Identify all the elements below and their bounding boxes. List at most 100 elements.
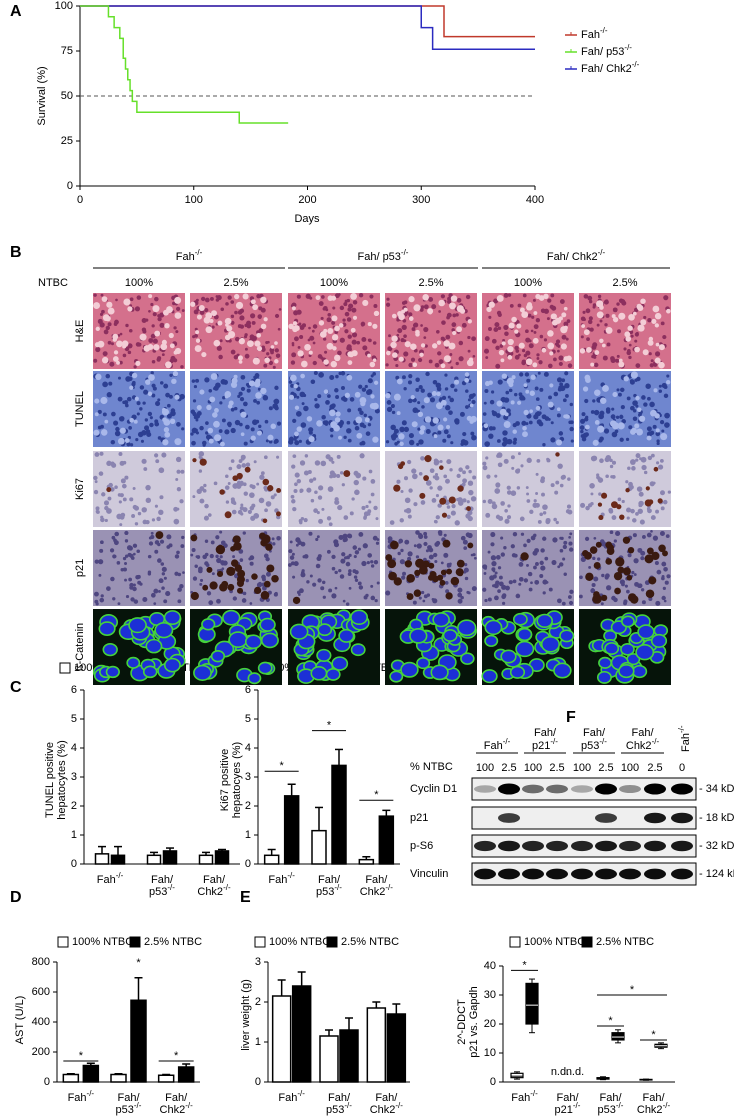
histology-texture xyxy=(408,374,413,379)
histology-texture xyxy=(270,345,275,349)
histology-texture xyxy=(633,409,637,413)
histology-texture xyxy=(367,509,372,514)
histology-texture xyxy=(239,315,245,321)
histology-texture xyxy=(105,665,120,679)
histology-texture xyxy=(655,431,661,437)
histology-texture xyxy=(136,574,141,579)
histology-texture xyxy=(485,356,489,360)
histology-texture xyxy=(141,430,147,436)
histology-texture xyxy=(429,486,433,490)
histology-texture xyxy=(538,360,543,365)
histology-texture xyxy=(199,498,205,504)
histology-texture xyxy=(224,511,232,519)
histology-texture xyxy=(621,615,635,628)
histology-texture xyxy=(535,397,540,401)
histology-texture xyxy=(336,474,341,478)
histology-texture xyxy=(293,383,298,389)
histology-texture xyxy=(456,297,462,303)
histology-texture xyxy=(132,504,138,510)
histology-texture xyxy=(648,499,654,505)
histology-texture xyxy=(472,475,477,480)
histology-texture xyxy=(397,311,403,317)
histology-texture xyxy=(165,591,171,597)
histology-texture xyxy=(446,315,450,320)
histology-texture xyxy=(316,535,320,539)
histology-texture xyxy=(570,439,574,443)
histology-texture xyxy=(375,541,380,545)
histology-texture xyxy=(355,416,363,424)
histology-texture xyxy=(485,456,489,460)
histology-texture xyxy=(553,357,557,362)
histology-texture xyxy=(599,410,605,416)
histology-texture xyxy=(291,464,296,469)
histology-texture xyxy=(632,311,637,316)
histology-texture xyxy=(354,489,360,496)
histology-texture xyxy=(581,436,587,442)
histology-texture xyxy=(250,427,255,432)
histology-texture xyxy=(667,490,671,494)
histology-texture xyxy=(317,394,322,399)
histology-texture xyxy=(335,411,341,417)
histology-texture xyxy=(664,580,669,585)
histology-texture xyxy=(536,353,540,357)
histology-texture xyxy=(363,516,367,520)
histology-texture xyxy=(122,353,127,358)
histology-texture xyxy=(93,429,100,436)
histology-texture xyxy=(370,492,375,497)
histology-texture xyxy=(545,581,549,584)
histology-texture xyxy=(215,298,220,302)
histology-texture xyxy=(437,503,442,508)
histology-texture xyxy=(611,314,616,319)
histology-texture xyxy=(176,550,180,555)
histology-texture xyxy=(428,310,433,315)
histology-texture xyxy=(611,460,617,465)
histology-texture xyxy=(504,412,509,417)
histology-texture xyxy=(122,567,127,572)
histology-texture xyxy=(368,338,372,343)
histology-texture xyxy=(275,511,281,517)
histology-texture xyxy=(222,609,241,626)
legend-swatch xyxy=(509,936,521,948)
histology-texture xyxy=(464,576,469,581)
histology-texture xyxy=(660,432,668,441)
histology-texture xyxy=(373,304,378,309)
histology-texture xyxy=(593,562,601,570)
panel-letter: B xyxy=(10,244,22,261)
x-tick-label: p53-/- xyxy=(598,1101,624,1116)
histology-texture xyxy=(105,325,110,331)
histology-texture xyxy=(162,439,169,446)
histology-texture xyxy=(248,380,255,387)
bar xyxy=(331,764,347,865)
histology-texture xyxy=(263,553,269,559)
histology-texture xyxy=(500,552,505,557)
histology-texture xyxy=(304,343,311,351)
box xyxy=(510,1072,524,1079)
histology-texture xyxy=(247,340,254,347)
histology-texture xyxy=(626,516,630,520)
histology-texture xyxy=(292,321,298,326)
histology-texture xyxy=(633,393,637,398)
histology-texture xyxy=(129,443,134,447)
histology-texture xyxy=(206,591,212,596)
histology-texture xyxy=(367,378,373,384)
histology-texture xyxy=(440,294,446,299)
histology-texture xyxy=(465,294,471,300)
histology-texture xyxy=(506,490,512,495)
histology-texture xyxy=(641,395,646,400)
histology-texture xyxy=(164,322,170,329)
histology-texture xyxy=(399,518,404,523)
histology-texture xyxy=(526,302,533,308)
bar xyxy=(177,1066,195,1083)
histology-texture xyxy=(193,384,198,389)
histology-texture xyxy=(270,423,277,430)
histology-texture xyxy=(592,439,599,446)
histology-texture xyxy=(179,583,184,589)
histology-texture xyxy=(539,560,544,566)
histology-texture xyxy=(108,381,113,386)
histology-texture xyxy=(137,511,142,516)
histology-texture xyxy=(260,347,266,352)
histology-texture xyxy=(163,657,181,673)
histology-texture xyxy=(418,596,422,600)
histology-texture xyxy=(331,320,336,325)
histology-texture xyxy=(237,509,243,515)
